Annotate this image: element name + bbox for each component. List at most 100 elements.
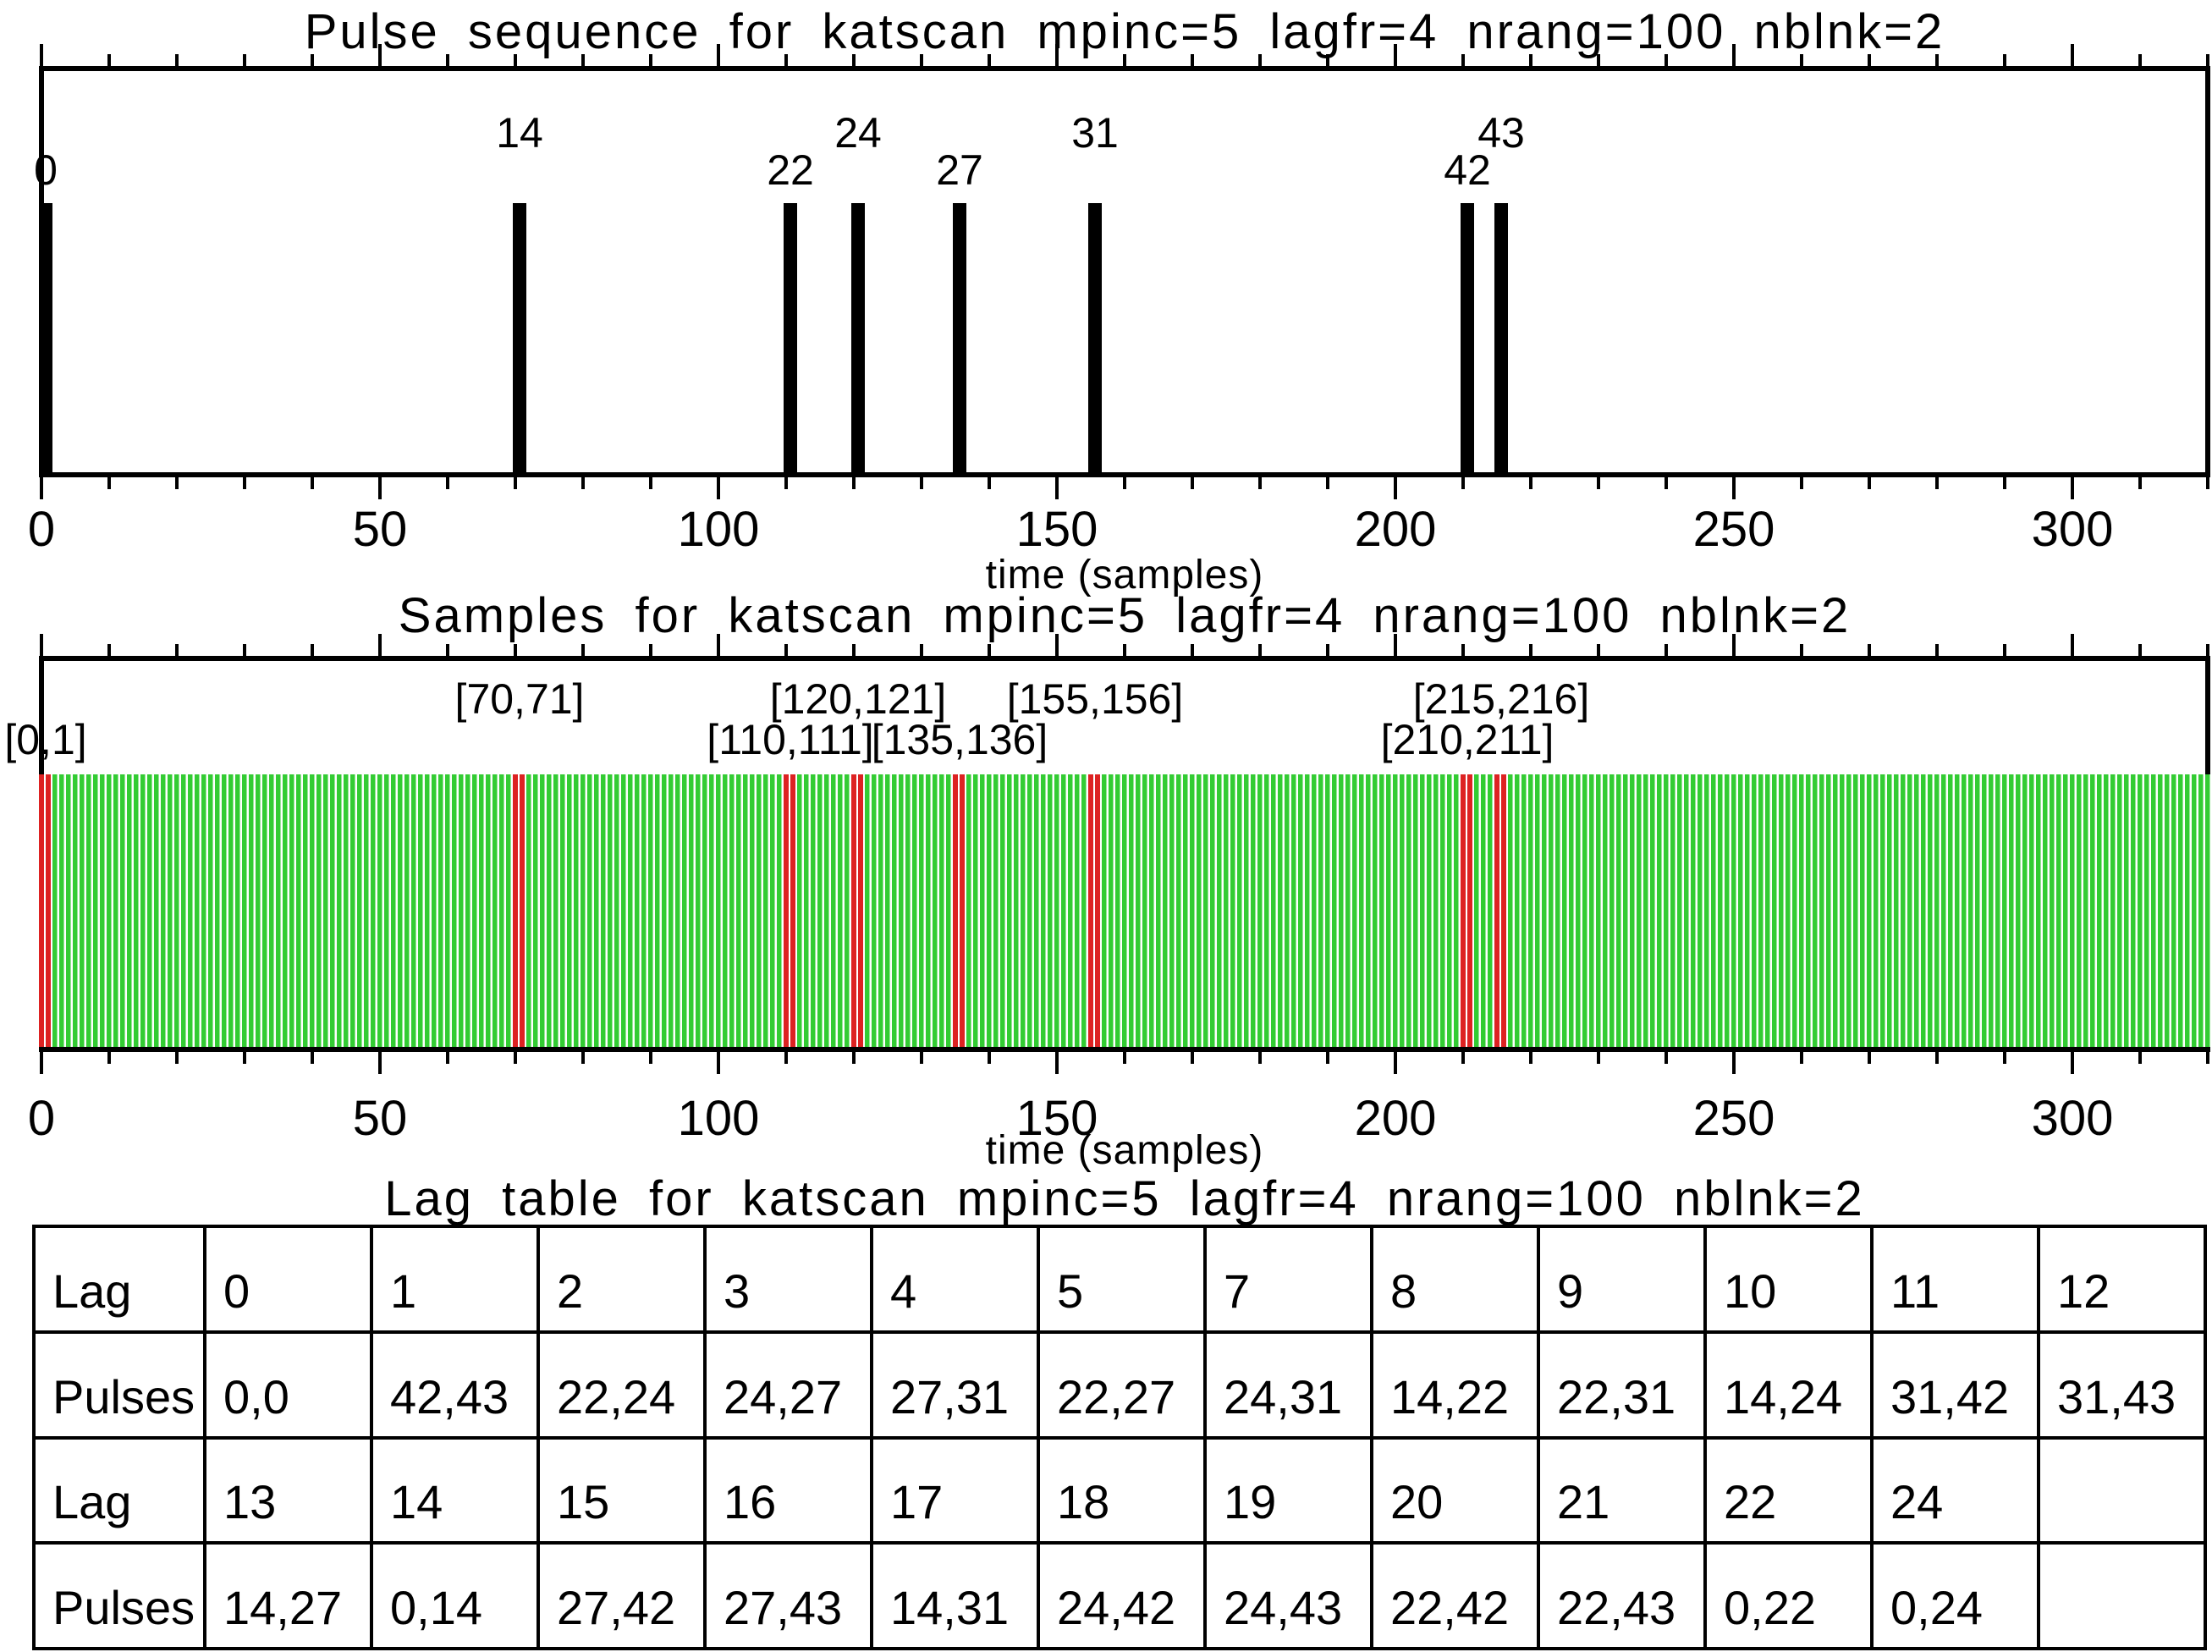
- lag-table-cell: 8: [1370, 1225, 1540, 1334]
- axis-tick: [1529, 644, 1532, 656]
- samples-plot-x-axis-label: time (samples): [985, 1128, 1264, 1173]
- axis-tick: [1935, 54, 1939, 66]
- axis-tick: [2206, 54, 2209, 66]
- axis-tick-label: 300: [2031, 1091, 2114, 1146]
- lag-table-cell: 24,27: [703, 1330, 873, 1440]
- axis-tick: [2138, 1052, 2142, 1064]
- axis-tick: [988, 644, 991, 656]
- lag-table-cell: 2: [536, 1225, 707, 1334]
- lag-table-cell: 15: [536, 1435, 707, 1545]
- pulse-bar: [1088, 203, 1102, 472]
- axis-tick: [2206, 644, 2209, 656]
- axis-tick: [581, 54, 585, 66]
- axis-tick: [1258, 54, 1262, 66]
- axis-tick: [1529, 477, 1532, 489]
- axis-tick: [784, 1052, 788, 1064]
- axis-tick: [1732, 477, 1736, 499]
- blanked-sample-stripe: [784, 774, 789, 1047]
- lag-table-cell: 22,27: [1037, 1330, 1207, 1440]
- axis-tick: [1191, 1052, 1194, 1064]
- axis-tick-label: 300: [2031, 502, 2114, 557]
- blanked-sample-stripe: [953, 774, 958, 1047]
- axis-tick: [1461, 477, 1465, 489]
- axis-tick: [1597, 477, 1600, 489]
- axis-tick: [40, 1052, 43, 1074]
- axis-tick: [1123, 1052, 1126, 1064]
- axis-tick: [243, 477, 246, 489]
- axis-tick: [1055, 477, 1059, 499]
- axis-tick: [2071, 477, 2074, 499]
- axis-tick: [1732, 1052, 1736, 1074]
- axis-tick: [311, 54, 314, 66]
- lag-table-cell: 4: [870, 1225, 1040, 1334]
- blanked-sample-stripe: [858, 774, 863, 1047]
- axis-tick-label: 50: [352, 502, 408, 557]
- pulse-bar: [1494, 203, 1508, 472]
- axis-tick: [784, 644, 788, 656]
- axis-tick: [378, 634, 382, 656]
- axis-tick: [1394, 1052, 1397, 1074]
- axis-tick: [1123, 477, 1126, 489]
- axis-tick: [1732, 44, 1736, 66]
- lag-table-row-header: Lag: [32, 1225, 206, 1334]
- axis-tick: [446, 1052, 449, 1064]
- axis-tick: [446, 644, 449, 656]
- axis-tick: [107, 54, 111, 66]
- axis-tick: [378, 477, 382, 499]
- axis-tick: [1665, 644, 1668, 656]
- axis-tick: [784, 477, 788, 489]
- axis-tick: [2003, 1052, 2006, 1064]
- lag-table-cell: 12: [2037, 1225, 2207, 1334]
- axis-tick: [581, 477, 585, 489]
- axis-tick: [920, 54, 923, 66]
- axis-tick-label: 250: [1692, 1091, 1775, 1146]
- axis-tick: [1123, 644, 1126, 656]
- sample-stripes: [39, 774, 2210, 1047]
- lag-table-row: Pulses 0,0 42,43 22,24 24,27 27,31 22,27 24,31 1…: [32, 1330, 2207, 1440]
- axis-tick-label: 150: [1015, 502, 1098, 557]
- lag-table-cell: 31,43: [2037, 1330, 2207, 1440]
- lag-table-cell: 17: [870, 1435, 1040, 1545]
- pulse-number-label: 42: [1444, 146, 1491, 194]
- axis-tick: [649, 54, 652, 66]
- axis-tick: [446, 477, 449, 489]
- pulse-number-label: 43: [1477, 109, 1525, 157]
- axis-tick: [175, 1052, 179, 1064]
- axis-tick: [920, 1052, 923, 1064]
- axis-tick: [717, 1052, 720, 1074]
- axis-tick-label: 250: [1692, 502, 1775, 557]
- lag-table-cell: 24,31: [1203, 1330, 1373, 1440]
- lag-table-cell: 14,31: [870, 1541, 1040, 1650]
- lag-table-cell: 21: [1537, 1435, 1707, 1545]
- axis-tick: [311, 1052, 314, 1064]
- axis-tick: [717, 634, 720, 656]
- lag-table-cell: 3: [703, 1225, 873, 1334]
- blanked-sample-label: [135,136]: [871, 716, 1048, 763]
- axis-tick: [988, 1052, 991, 1064]
- pulse-number-label: 27: [936, 146, 983, 194]
- axis-tick-label: 0: [27, 1091, 56, 1146]
- blanked-sample-stripe: [960, 774, 965, 1047]
- lag-table-row-header: Pulses: [32, 1541, 206, 1650]
- axis-tick: [852, 644, 856, 656]
- lag-table-cell: 27,42: [536, 1541, 707, 1650]
- axis-tick-label: 200: [1354, 502, 1437, 557]
- axis-tick: [2071, 44, 2074, 66]
- blanked-sample-stripe: [1088, 774, 1093, 1047]
- lag-table-cell: 19: [1203, 1435, 1373, 1545]
- axis-tick: [1258, 644, 1262, 656]
- axis-tick: [1191, 477, 1194, 489]
- axis-tick: [107, 1052, 111, 1064]
- axis-tick: [378, 44, 382, 66]
- axis-tick: [2003, 54, 2006, 66]
- axis-tick: [311, 644, 314, 656]
- axis-tick: [1868, 54, 1871, 66]
- axis-tick: [2138, 644, 2142, 656]
- axis-tick: [649, 1052, 652, 1064]
- lag-table-cell: [2037, 1541, 2207, 1650]
- lag-table-row-header: Pulses: [32, 1330, 206, 1440]
- axis-tick: [2138, 54, 2142, 66]
- axis-tick: [2206, 477, 2209, 489]
- lag-table-cell: 5: [1037, 1225, 1207, 1334]
- axis-tick: [1529, 54, 1532, 66]
